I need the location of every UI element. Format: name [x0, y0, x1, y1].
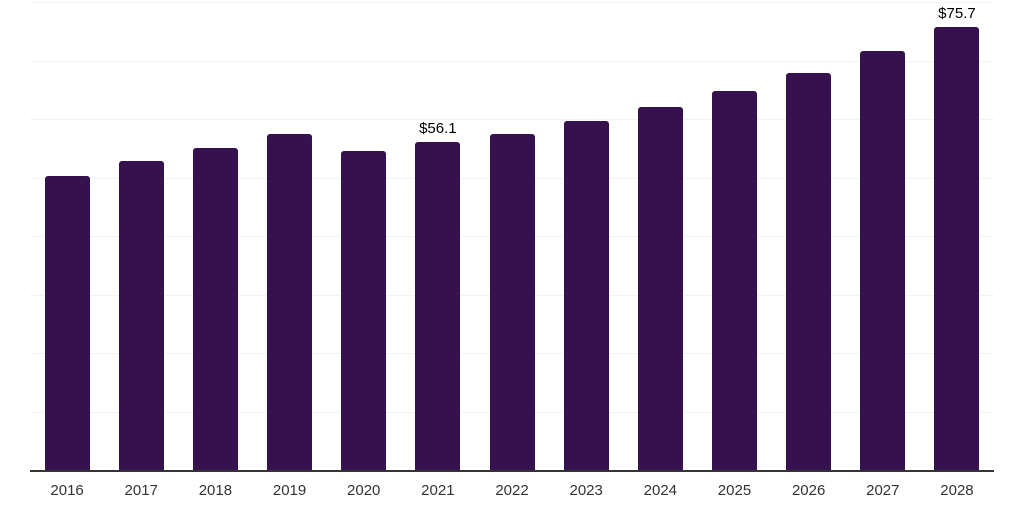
x-axis: 2016 2017 2018 2019 2020 2021 2022 2023 2024 2025… [30, 481, 994, 500]
bar-2027 [860, 51, 906, 470]
x-tick-label-2026: 2026 [791, 482, 826, 499]
bar-2017 [118, 161, 164, 470]
bars-row: $56.1 $75.7 [30, 2, 994, 470]
bar-slot-2019 [252, 2, 326, 470]
bar-2024 [637, 107, 683, 470]
x-tick-label-2016: 2016 [50, 482, 84, 499]
x-tick-label-2017: 2017 [124, 482, 158, 499]
bar-slot-2026 [772, 2, 846, 470]
x-tick-label-2018: 2018 [198, 482, 233, 499]
bar-slot-2027 [846, 2, 920, 470]
bar-2022 [489, 133, 535, 470]
bar-2021 [415, 141, 461, 470]
bar-2028 [934, 27, 980, 470]
x-tick-label-2025: 2025 [717, 482, 752, 499]
bar-slot-2025 [697, 2, 771, 470]
x-tick-label-2019: 2019 [272, 482, 307, 499]
x-tick-label-2027: 2027 [866, 482, 900, 499]
bar-value-label-2028: $75.7 [938, 5, 976, 23]
bar-slot-2016 [30, 2, 104, 470]
bar-slot-2023 [549, 2, 623, 470]
gridline [30, 119, 994, 120]
x-tick-label-2024: 2024 [643, 482, 678, 499]
x-tick-label-2023: 2023 [569, 482, 603, 499]
x-tick-label-2028: 2028 [940, 482, 974, 499]
gridline [30, 2, 994, 3]
bar-2018 [192, 147, 238, 470]
bar-2019 [267, 133, 313, 470]
x-tick-label-2020: 2020 [347, 482, 381, 499]
bar-slot-2022 [475, 2, 549, 470]
bar-slot-2028: $75.7 [920, 2, 994, 470]
bar-slot-2024 [623, 2, 697, 470]
bar-slot-2020 [327, 2, 401, 470]
bar-slot-2021: $56.1 [401, 2, 475, 470]
gridline [30, 60, 994, 62]
x-tick-label-2021: 2021 [421, 482, 455, 499]
bar-value-label-2021: $56.1 [419, 119, 457, 137]
bar-2020 [341, 151, 387, 470]
bar-2026 [786, 73, 832, 470]
bar-2023 [563, 121, 609, 470]
bar-slot-2017 [104, 2, 178, 470]
bar-slot-2018 [178, 2, 252, 470]
bar-2016 [44, 175, 90, 470]
bar-2025 [711, 90, 757, 470]
x-tick-label-2022: 2022 [495, 482, 529, 499]
plot-area: $56.1 $75.7 [30, 2, 994, 472]
